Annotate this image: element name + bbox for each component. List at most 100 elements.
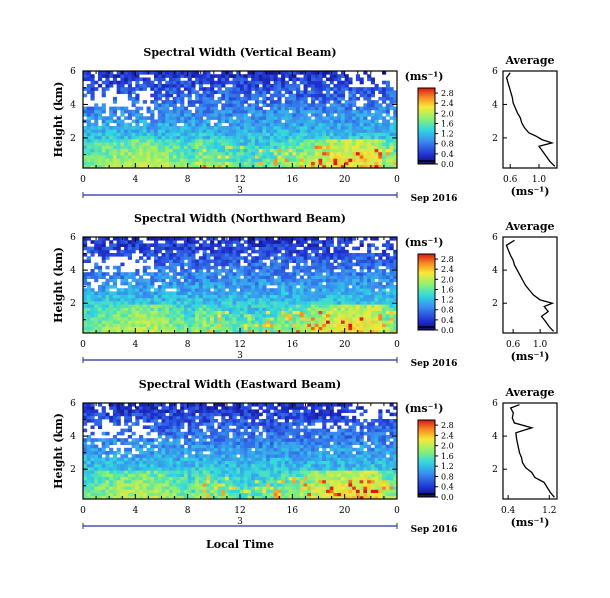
heatmap-cell: [389, 243, 394, 247]
heatmap-cell: [382, 275, 387, 279]
heatmap-cell: [367, 272, 372, 276]
heatmap-cell: [172, 240, 177, 244]
heatmap-cell: [150, 304, 155, 308]
heatmap-cell: [94, 479, 99, 484]
heatmap-cell: [254, 278, 260, 283]
heatmap-cell: [299, 129, 304, 133]
heatmap-cell: [288, 122, 293, 127]
heatmap-cell: [385, 317, 390, 321]
heatmap-cell: [269, 278, 275, 283]
heatmap-cell: [86, 294, 91, 299]
heatmap-cell: [198, 109, 204, 114]
heatmap-cell: [206, 142, 211, 146]
heatmap-cell: [206, 326, 211, 331]
heatmap-cell: [232, 87, 237, 91]
heatmap-cell: [382, 119, 387, 124]
heatmap-cell: [94, 142, 99, 146]
heatmap-cell: [131, 249, 136, 254]
heatmap-cell: [251, 291, 256, 295]
heatmap-cell: [210, 113, 215, 117]
heatmap-cell: [206, 74, 211, 78]
heatmap-cell: [329, 161, 334, 166]
heatmap-cell: [269, 237, 275, 241]
heatmap-cell: [232, 262, 237, 267]
heatmap-cell: [322, 243, 327, 247]
heatmap-cell: [281, 164, 286, 169]
heatmap-cell: [325, 100, 331, 104]
heatmap-cell: [303, 278, 308, 283]
heatmap-cell: [340, 145, 346, 149]
heatmap-cell: [329, 288, 334, 292]
heatmap-cell: [213, 109, 218, 114]
heatmap-cell: [86, 109, 91, 114]
heatmap-cell: [296, 93, 301, 98]
heatmap-cell: [374, 148, 379, 153]
heatmap-cell: [292, 265, 297, 270]
heatmap-cell: [131, 454, 136, 458]
heatmap-cell: [348, 151, 353, 156]
heatmap-cell: [165, 249, 170, 254]
heatmap-cell: [225, 320, 230, 324]
heatmap-cell: [161, 132, 166, 137]
heatmap-cell: [183, 262, 189, 267]
heatmap-cell: [340, 155, 346, 159]
heatmap-cell: [269, 269, 275, 273]
heatmap-cell: [393, 148, 398, 153]
heatmap-cell: [191, 288, 196, 292]
heatmap-cell: [139, 132, 144, 137]
heatmap-cell: [232, 158, 237, 162]
heatmap-cell: [385, 301, 390, 305]
profile-x-label: (ms⁻¹): [511, 350, 550, 363]
heatmap-cell: [165, 326, 170, 331]
heatmap-cell: [105, 122, 110, 127]
heatmap-cell: [217, 326, 222, 331]
heatmap-cell: [210, 155, 215, 159]
heatmap-cell: [112, 246, 118, 251]
heatmap-cell: [116, 135, 121, 140]
heatmap-cell: [299, 103, 304, 107]
heatmap-cell: [277, 155, 282, 159]
heatmap-cell: [311, 285, 316, 289]
heatmap-cell: [292, 106, 297, 111]
heatmap-cell: [191, 262, 196, 267]
heatmap-cell: [258, 281, 263, 286]
heatmap-cell: [127, 129, 132, 133]
heatmap-cell: [195, 291, 200, 295]
heatmap-cell: [139, 285, 144, 289]
heatmap-cell: [109, 463, 114, 468]
heatmap-cell: [307, 237, 312, 241]
heatmap-cell: [165, 297, 170, 302]
heatmap-cell: [90, 406, 95, 410]
heatmap-cell: [202, 326, 207, 331]
heatmap-cell: [172, 323, 177, 327]
heatmap-cell: [284, 275, 289, 279]
heatmap-cell: [348, 262, 353, 267]
heatmap-cell: [83, 291, 88, 295]
heatmap-cell: [370, 317, 375, 321]
heatmap-cell: [340, 317, 346, 321]
heatmap-cell: [168, 329, 174, 334]
heatmap-cell: [127, 138, 132, 143]
heatmap-cell: [370, 155, 375, 159]
heatmap-cell: [370, 164, 375, 169]
heatmap-cell: [86, 256, 91, 260]
heatmap-cell: [363, 125, 368, 130]
heatmap-cell: [225, 151, 230, 156]
heatmap-cell: [131, 470, 136, 474]
heatmap-cell: [281, 155, 286, 159]
heatmap-cell: [187, 297, 192, 302]
heatmap-cell: [299, 96, 304, 101]
heatmap-cell: [120, 294, 125, 299]
heatmap-cell: [385, 294, 390, 299]
heatmap-cell: [307, 132, 312, 137]
heatmap-cell: [135, 457, 140, 461]
heatmap-cell: [135, 148, 140, 153]
heatmap-cell: [325, 93, 331, 98]
heatmap-cell: [105, 77, 110, 82]
heatmap-cell: [112, 304, 118, 308]
heatmap-cell: [83, 444, 88, 449]
heatmap-cell: [251, 301, 256, 305]
heatmap-cell: [109, 460, 114, 465]
heatmap-cell: [225, 262, 230, 267]
heatmap-cell: [157, 87, 162, 91]
